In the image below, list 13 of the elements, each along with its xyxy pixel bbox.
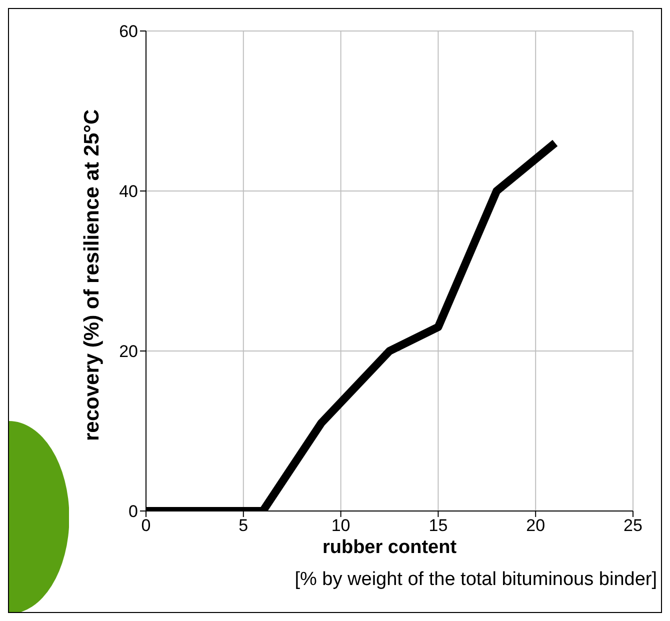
y-axis-title: recovery (%) of resilience at 25°C [80, 109, 104, 441]
y-tick-label: 40 [119, 182, 138, 202]
x-tick-label: 20 [526, 516, 546, 536]
y-tick-label: 0 [128, 502, 138, 522]
y-tick-label: 20 [119, 342, 138, 362]
x-tick-label: 15 [428, 516, 448, 536]
x-tick-label: 5 [238, 516, 248, 536]
text: [% by weight of the total bituminous binder] [294, 569, 657, 591]
y-tick-label: 60 [119, 22, 138, 42]
x-tick-label: 10 [331, 516, 350, 536]
x-tick-label: 25 [624, 516, 642, 536]
x-tick-label: 0 [141, 516, 151, 536]
x-axis-title: rubber content [322, 537, 458, 558]
